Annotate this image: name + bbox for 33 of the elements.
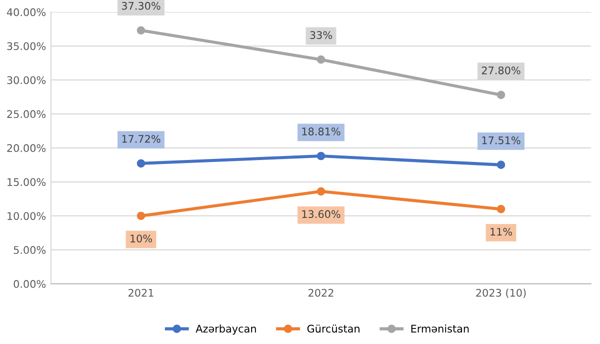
x-tick-label: 2023 (10)	[476, 288, 526, 298]
data-label: 13.60%	[302, 210, 340, 218]
y-tick-label: 15.00%	[8, 178, 46, 186]
point	[136, 159, 146, 168]
y-tick-label: 35.00%	[7, 42, 46, 50]
data-label: 27.80%	[482, 66, 520, 74]
data-label: 37.30%	[122, 2, 160, 10]
y-tick-label: 10.00%	[8, 212, 46, 220]
legend-label: Azərbaycan	[196, 324, 256, 335]
data-label: 33%	[310, 31, 332, 40]
point	[316, 187, 326, 196]
data-label: 10%	[130, 234, 152, 242]
x-tick-label: 2021	[128, 288, 154, 297]
point	[316, 152, 326, 160]
point	[316, 55, 326, 64]
y-tick-label: 0.00%	[14, 280, 46, 288]
y-tick-label: 40.00%	[6, 8, 46, 16]
point	[496, 160, 506, 170]
legend-label: Gürcüstan	[307, 324, 360, 333]
data-label: 18.81%	[302, 128, 340, 136]
point	[136, 26, 146, 35]
y-tick-label: 25.00%	[7, 110, 46, 118]
x-tick-label: 2022	[308, 288, 334, 297]
data-label: 17.51%	[482, 136, 520, 144]
point	[136, 212, 146, 220]
legend-label: Ermənistan	[411, 324, 469, 333]
point	[496, 90, 506, 100]
y-tick-label: 30.00%	[7, 76, 46, 84]
data-label: 11%	[490, 228, 512, 236]
point	[496, 204, 506, 214]
y-tick-label: 5.00%	[14, 246, 46, 254]
data-label: 17.72%	[122, 134, 160, 143]
y-tick-label: 20.00%	[7, 144, 46, 152]
